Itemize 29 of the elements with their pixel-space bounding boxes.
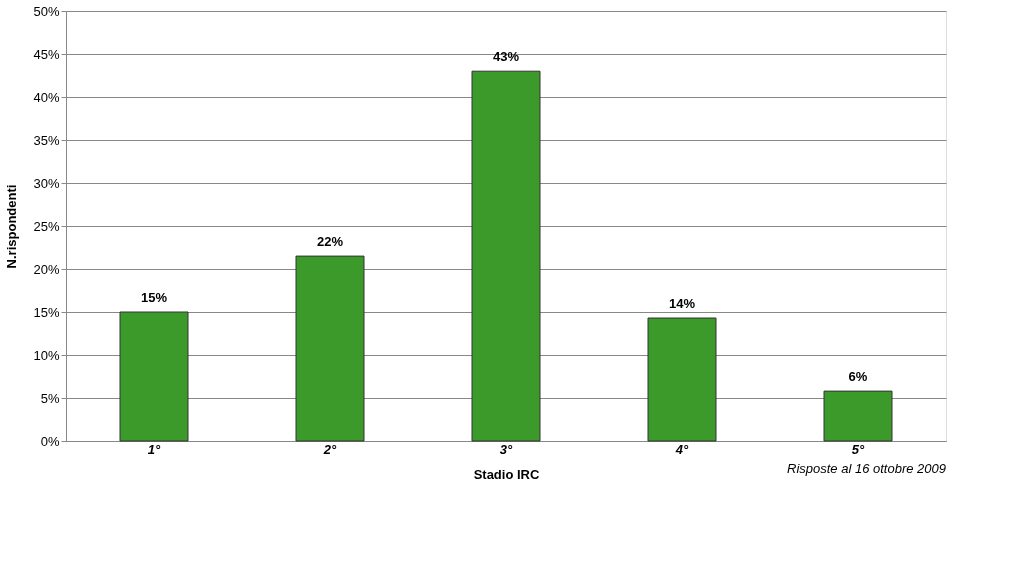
y-tick-label: 15% bbox=[33, 304, 60, 320]
y-tick-label: 45% bbox=[33, 46, 60, 62]
y-tick-label: 40% bbox=[33, 89, 60, 105]
bar bbox=[647, 317, 717, 442]
x-tick-label: 5° bbox=[851, 441, 866, 457]
x-axis-title: Stadio IRC bbox=[473, 466, 540, 482]
data-label: 22% bbox=[316, 234, 344, 250]
x-tick-label: 2° bbox=[322, 441, 338, 457]
data-label: 15% bbox=[140, 290, 168, 305]
x-tick-label: 4° bbox=[674, 441, 690, 457]
x-tick-label: 1° bbox=[147, 441, 162, 457]
data-label: 6% bbox=[848, 369, 868, 385]
y-tick-label: 20% bbox=[33, 261, 60, 277]
y-tick-label: 30% bbox=[33, 175, 60, 191]
y-tick-label: 0% bbox=[40, 433, 60, 449]
bar bbox=[471, 70, 541, 442]
bar bbox=[119, 311, 189, 442]
y-tick-label: 50% bbox=[33, 3, 60, 19]
y-tick-label: 35% bbox=[33, 132, 60, 148]
bar bbox=[295, 255, 365, 442]
y-tick-label: 10% bbox=[33, 347, 60, 363]
data-label: 14% bbox=[668, 296, 696, 312]
bar bbox=[823, 390, 893, 442]
y-tick-label: 25% bbox=[33, 218, 60, 234]
y-tick-label: 5% bbox=[40, 390, 60, 406]
y-axis-title: N.rispondenti bbox=[4, 184, 20, 269]
data-label: 43% bbox=[492, 49, 520, 65]
x-tick-label: 3° bbox=[499, 441, 514, 457]
text: Risposte al 16 ottobre 2009 bbox=[787, 461, 946, 476]
